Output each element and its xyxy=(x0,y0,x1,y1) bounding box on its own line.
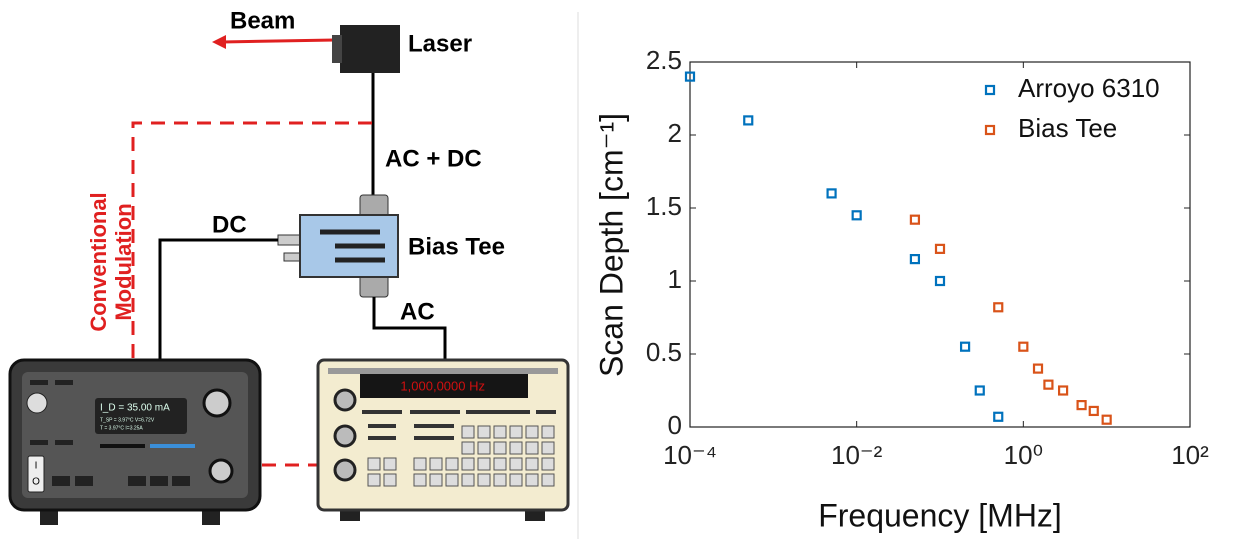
beam-label: Beam xyxy=(230,7,295,34)
legend-label: Arroyo 6310 xyxy=(1018,73,1160,103)
diagram: Beam Laser AC + DC Conventional Modulati… xyxy=(10,7,568,525)
figure: Beam Laser AC + DC Conventional Modulati… xyxy=(0,0,1248,539)
x-axis-label: Frequency [MHz] xyxy=(818,497,1062,533)
modulation-label: Modulation xyxy=(111,203,136,320)
knob xyxy=(27,393,47,413)
x-tick-label: 10⁰ xyxy=(1004,440,1043,470)
y-tick-label: 0 xyxy=(668,410,682,440)
connector xyxy=(360,275,388,297)
x-tick-label: 10² xyxy=(1171,440,1209,470)
display-text: 1,000,0000 Hz xyxy=(400,378,485,393)
marker xyxy=(828,189,836,197)
beam-arrow xyxy=(222,40,335,42)
switch-label: I xyxy=(35,461,38,472)
display-text: T = 3.97°C I=3.25A xyxy=(100,425,143,431)
ac-dc-label: AC + DC xyxy=(385,145,482,172)
marker xyxy=(1103,416,1111,424)
marker xyxy=(976,387,984,395)
legend-label: Bias Tee xyxy=(1018,113,1117,143)
y-tick-label: 2.5 xyxy=(646,45,682,75)
legend-marker xyxy=(986,86,994,94)
marker xyxy=(853,211,861,219)
beam-arrowhead xyxy=(212,35,226,49)
marker xyxy=(936,245,944,253)
dc-label: DC xyxy=(212,211,247,238)
legend-marker xyxy=(986,126,994,134)
y-tick-label: 2 xyxy=(668,118,682,148)
indicator xyxy=(100,444,145,448)
cable xyxy=(160,240,278,362)
y-tick-label: 1 xyxy=(668,264,682,294)
knob xyxy=(335,390,355,410)
switch-label: O xyxy=(32,477,40,488)
laser xyxy=(340,25,400,73)
marker xyxy=(1019,343,1027,351)
x-tick-label: 10⁻⁴ xyxy=(663,440,717,470)
generator-trim xyxy=(328,368,558,374)
modulation-label: Conventional xyxy=(86,192,111,331)
marker xyxy=(1044,381,1052,389)
knob xyxy=(210,460,232,482)
marker xyxy=(936,277,944,285)
marker xyxy=(1078,401,1086,409)
marker xyxy=(1090,407,1098,415)
laser-label: Laser xyxy=(408,30,472,57)
marker xyxy=(911,255,919,263)
y-tick-label: 1.5 xyxy=(646,191,682,221)
connector xyxy=(278,235,302,245)
knob xyxy=(335,460,355,480)
connector xyxy=(360,195,388,217)
ac-label: AC xyxy=(400,298,435,325)
indicator xyxy=(150,444,195,448)
marker xyxy=(961,343,969,351)
marker xyxy=(911,216,919,224)
marker xyxy=(1059,387,1067,395)
marker xyxy=(744,116,752,124)
x-tick-label: 10⁻² xyxy=(831,440,883,470)
y-axis-label: Scan Depth [cm⁻¹] xyxy=(593,113,629,377)
bias-tee-label: Bias Tee xyxy=(408,233,505,260)
display-text: I_D = 35.00 mA xyxy=(100,403,170,414)
marker xyxy=(994,303,1002,311)
knob xyxy=(335,426,355,446)
laser-aperture xyxy=(332,35,342,63)
y-tick-label: 0.5 xyxy=(646,337,682,367)
marker xyxy=(994,413,1002,421)
marker xyxy=(1034,365,1042,373)
display-text: T_SP = 3.97°C V=6.72V xyxy=(100,417,155,423)
knob xyxy=(204,390,230,416)
